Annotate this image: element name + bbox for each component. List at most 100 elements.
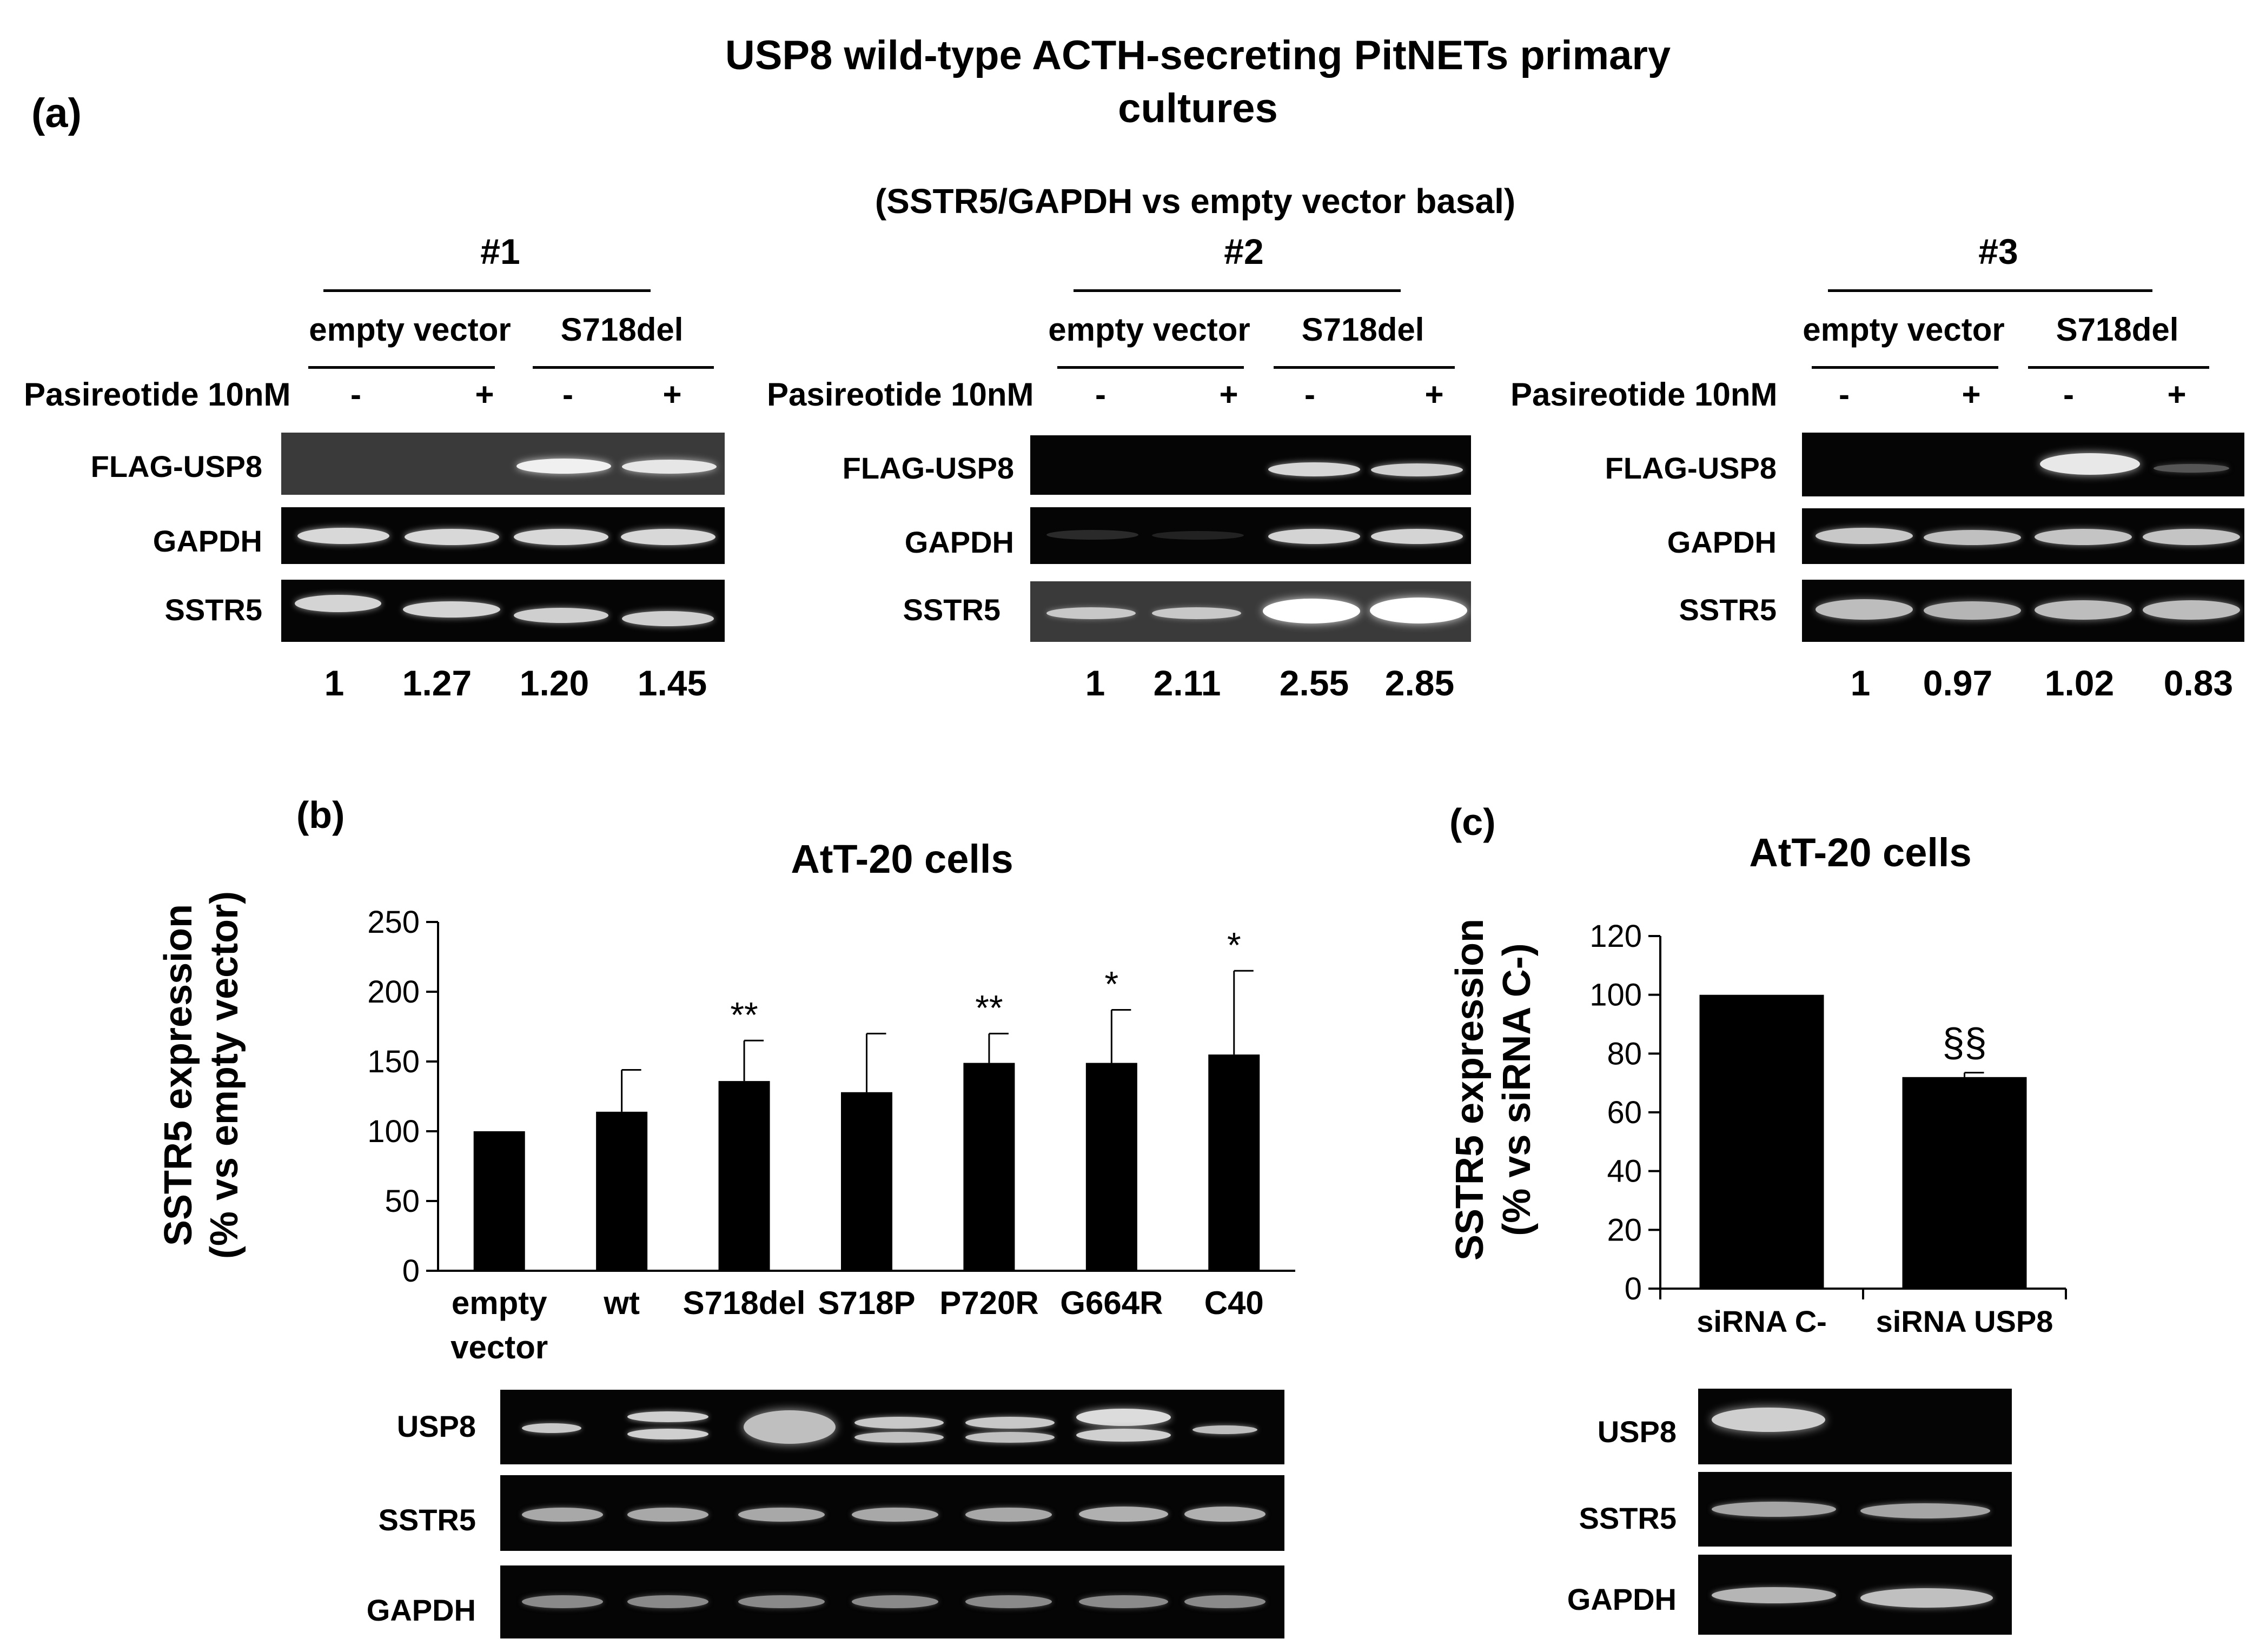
blot-flag-usp8 [1802,433,2244,496]
treatment-sign: - [350,376,361,413]
y-tick-label: 120 [1589,919,1642,954]
group-label-empty-vector: empty vector [1048,311,1250,348]
blot-label-gapdh: GAPDH [366,1593,476,1627]
band [965,1432,1055,1443]
group-label-s718del: S718del [1301,311,1424,348]
band [627,1429,708,1439]
band [514,529,608,545]
bar [473,1131,525,1271]
band [1268,462,1360,476]
band [1079,1507,1168,1522]
blot-usp8 [1698,1389,2012,1464]
treatment-sign: + [1424,376,1444,413]
band [403,601,500,618]
y-tick-label: 150 [367,1044,420,1079]
y-tick-label: 50 [385,1184,420,1219]
bar [718,1081,770,1271]
ratio-value: 1 [324,663,344,703]
treatment-sign: - [562,376,573,413]
band [516,459,611,474]
blot-flag-usp8 [1030,435,1471,495]
group-label-empty-vector: empty vector [1803,311,2005,348]
culture-divider [323,289,651,292]
band [2143,529,2240,545]
figure-title: USP8 wild-type ACTH-secreting PitNETs pr… [725,32,1671,78]
treatment-sign: + [1219,376,1238,413]
group-label-empty-vector: empty vector [309,311,511,348]
ratio-value: 0.83 [2163,663,2234,703]
band [1370,598,1467,623]
band [1263,599,1360,623]
culture-id: #3 [1978,231,2018,271]
group-divider [1057,366,1244,369]
ratio-value: 2.11 [1153,663,1221,703]
band [852,1595,938,1608]
band [965,1595,1052,1608]
panel-c-letter: (c) [1449,801,1496,843]
y-tick-label: 0 [402,1253,420,1289]
band [1192,1425,1257,1434]
significance-marker: ** [975,987,1003,1027]
group-divider [2028,366,2209,369]
blot-gapdh [1030,507,1471,564]
blot-usp8 [500,1390,1284,1464]
band [405,529,499,545]
ratio-value: 1.27 [402,663,472,703]
band [1076,1429,1171,1442]
band [854,1417,944,1429]
x-category-label: S718P [818,1285,915,1321]
ratio-value: 1 [1850,663,1871,703]
blot-label-flag-usp8: FLAG-USP8 [90,449,262,483]
blot-gapdh [500,1565,1284,1638]
group-label-s718del: S718del [2056,311,2179,348]
band [522,1423,581,1433]
band [965,1417,1055,1429]
bar [596,1111,648,1271]
band [2035,529,2132,545]
significance-marker: §§ [1942,1020,1986,1065]
bar [841,1092,892,1271]
treatment-label: Pasireotide 10nM [24,376,291,413]
treatment-sign: - [1095,376,1106,413]
bar [1208,1054,1260,1271]
ratio-value: 1 [1085,663,1105,703]
band [854,1432,944,1443]
band [738,1595,825,1608]
treatment-sign: + [1962,376,1981,413]
band [1152,531,1244,540]
y-tick-label: 40 [1607,1154,1642,1189]
band [1816,528,1913,544]
blot-sstr5 [500,1475,1284,1551]
blot-label-flag-usp8: FLAG-USP8 [1605,451,1777,485]
band [627,1508,708,1522]
culture-divider [1074,289,1401,292]
significance-marker: * [1105,964,1119,1004]
band [1860,1588,1993,1608]
significance-marker: * [1227,925,1241,965]
band [621,529,715,545]
band [1371,529,1463,544]
blot-label-flag-usp8: FLAG-USP8 [842,451,1014,485]
treatment-sign: - [1304,376,1315,413]
band [1816,599,1913,620]
band [852,1508,938,1522]
blot-sstr5 [1030,581,1471,642]
culture-id: #2 [1224,231,1264,271]
band [1152,607,1241,619]
band [622,460,717,474]
blot-sstr5 [1802,580,2244,642]
y-tick-label: 250 [367,905,420,940]
band [1076,1409,1171,1426]
band [1079,1595,1168,1608]
ratio-value: 2.85 [1384,663,1455,703]
x-category-label: P720R [939,1285,1038,1321]
blot-label-gapdh: GAPDH [1667,525,1777,559]
ratio-value: 1.45 [637,663,707,703]
blot-label-sstr5: SSTR5 [1579,1501,1677,1535]
blot-sstr5 [281,580,725,642]
band [1184,1507,1265,1522]
group-divider [533,366,714,369]
blot-gapdh [281,507,725,564]
